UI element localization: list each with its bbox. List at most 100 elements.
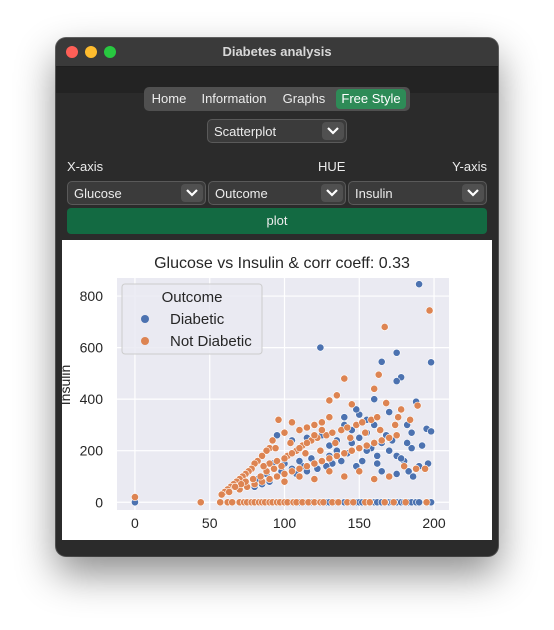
x-axis-value: Glucose	[74, 186, 122, 201]
point-not-diabetic	[259, 462, 268, 471]
legend-marker-not-diabetic	[141, 337, 149, 345]
legend-entry-not-diabetic: Not Diabetic	[170, 333, 252, 350]
point-not-diabetic	[334, 498, 343, 507]
y-tick-label: 800	[80, 288, 104, 304]
y-tick-label: 200	[80, 443, 104, 459]
point-not-diabetic	[288, 467, 296, 476]
close-window-button[interactable]	[66, 46, 78, 58]
chevron-down-icon	[181, 184, 203, 202]
point-diabetic	[385, 446, 394, 455]
y-axis-select[interactable]: Insulin	[348, 181, 487, 205]
x-tick-label: 50	[202, 515, 218, 531]
point-not-diabetic	[425, 306, 434, 315]
point-not-diabetic	[295, 426, 304, 434]
legend-title: Outcome	[162, 289, 223, 306]
point-not-diabetic	[385, 433, 394, 442]
point-not-diabetic	[374, 370, 383, 379]
point-not-diabetic	[373, 413, 382, 422]
point-not-diabetic	[349, 498, 358, 507]
point-not-diabetic	[256, 472, 265, 481]
point-not-diabetic	[277, 462, 286, 471]
tab-bar: Home Information Graphs Free Style	[144, 87, 410, 111]
point-not-diabetic	[382, 399, 391, 407]
point-not-diabetic	[268, 436, 277, 445]
point-not-diabetic	[362, 441, 371, 450]
point-not-diabetic	[131, 493, 139, 502]
point-not-diabetic	[343, 423, 352, 432]
point-not-diabetic	[273, 457, 281, 465]
hue-label: HUE	[318, 159, 346, 174]
point-diabetic	[385, 408, 394, 416]
point-not-diabetic	[303, 423, 311, 432]
legend-entry-diabetic: Diabetic	[170, 311, 225, 328]
point-diabetic	[340, 413, 349, 422]
minimize-window-button[interactable]	[85, 46, 97, 58]
scatter-points	[131, 280, 435, 507]
point-not-diabetic	[361, 428, 370, 437]
point-not-diabetic	[310, 431, 319, 440]
point-not-diabetic	[340, 472, 349, 481]
app-window: Diabetes analysis Home Information Graph…	[56, 38, 498, 556]
point-not-diabetic	[377, 436, 386, 445]
point-diabetic	[415, 280, 423, 289]
point-not-diabetic	[400, 462, 409, 471]
point-not-diabetic	[347, 446, 356, 455]
chevron-down-icon	[322, 122, 344, 140]
point-diabetic	[392, 348, 401, 357]
point-not-diabetic	[270, 464, 278, 473]
tab-free-style[interactable]: Free Style	[336, 89, 406, 109]
plot-type-select[interactable]: Scatterplot	[207, 119, 347, 143]
x-tick-labels: 0 50 100 150 200	[131, 515, 446, 531]
point-diabetic	[427, 427, 435, 436]
point-not-diabetic	[325, 396, 334, 405]
y-tick-labels: 0 200 400 600 800	[80, 288, 104, 510]
tab-graphs[interactable]: Graphs	[282, 91, 326, 106]
scatter-chart: 0 50 100 150 200 0 200 400 600 800 Glucose vs In…	[57, 255, 449, 531]
point-diabetic	[273, 431, 281, 440]
point-not-diabetic	[331, 439, 340, 447]
point-not-diabetic	[310, 459, 319, 468]
plot-button[interactable]: plot	[67, 208, 487, 234]
zoom-window-button[interactable]	[104, 46, 116, 58]
point-not-diabetic	[328, 428, 337, 437]
point-not-diabetic	[288, 449, 296, 458]
hue-select[interactable]: Outcome	[208, 181, 346, 205]
point-not-diabetic	[358, 418, 367, 427]
point-not-diabetic	[303, 462, 311, 471]
tab-information[interactable]: Information	[201, 91, 267, 106]
point-diabetic	[407, 444, 416, 453]
hue-value: Outcome	[215, 186, 268, 201]
legend: Outcome Diabetic Not Diabetic	[121, 283, 263, 355]
point-diabetic	[370, 395, 379, 404]
point-diabetic	[373, 459, 382, 468]
point-not-diabetic	[421, 464, 429, 473]
point-not-diabetic	[370, 384, 379, 393]
x-axis-select[interactable]: Glucose	[67, 181, 206, 205]
point-not-diabetic	[225, 488, 234, 496]
point-not-diabetic	[325, 467, 334, 476]
point-not-diabetic	[286, 439, 295, 447]
point-diabetic	[392, 377, 401, 386]
chevron-down-icon	[462, 184, 484, 202]
point-not-diabetic	[317, 426, 326, 434]
point-diabetic	[392, 470, 401, 478]
point-not-diabetic	[288, 418, 296, 427]
point-not-diabetic	[273, 472, 281, 481]
point-diabetic	[355, 433, 364, 442]
point-not-diabetic	[422, 498, 431, 507]
point-diabetic	[418, 441, 426, 450]
legend-box	[121, 283, 263, 355]
tab-home[interactable]: Home	[151, 91, 187, 106]
window-title: Diabetes analysis	[222, 44, 332, 59]
point-not-diabetic	[271, 444, 280, 453]
point-not-diabetic	[340, 374, 349, 383]
point-not-diabetic	[310, 475, 319, 483]
point-not-diabetic	[365, 498, 374, 507]
point-diabetic	[404, 467, 413, 476]
legend-marker-diabetic	[141, 315, 149, 323]
point-not-diabetic	[380, 498, 389, 507]
y-tick-label: 600	[80, 340, 104, 356]
title-bar: Diabetes analysis	[56, 38, 498, 67]
point-not-diabetic	[389, 498, 398, 507]
x-tick-label: 150	[348, 515, 372, 531]
